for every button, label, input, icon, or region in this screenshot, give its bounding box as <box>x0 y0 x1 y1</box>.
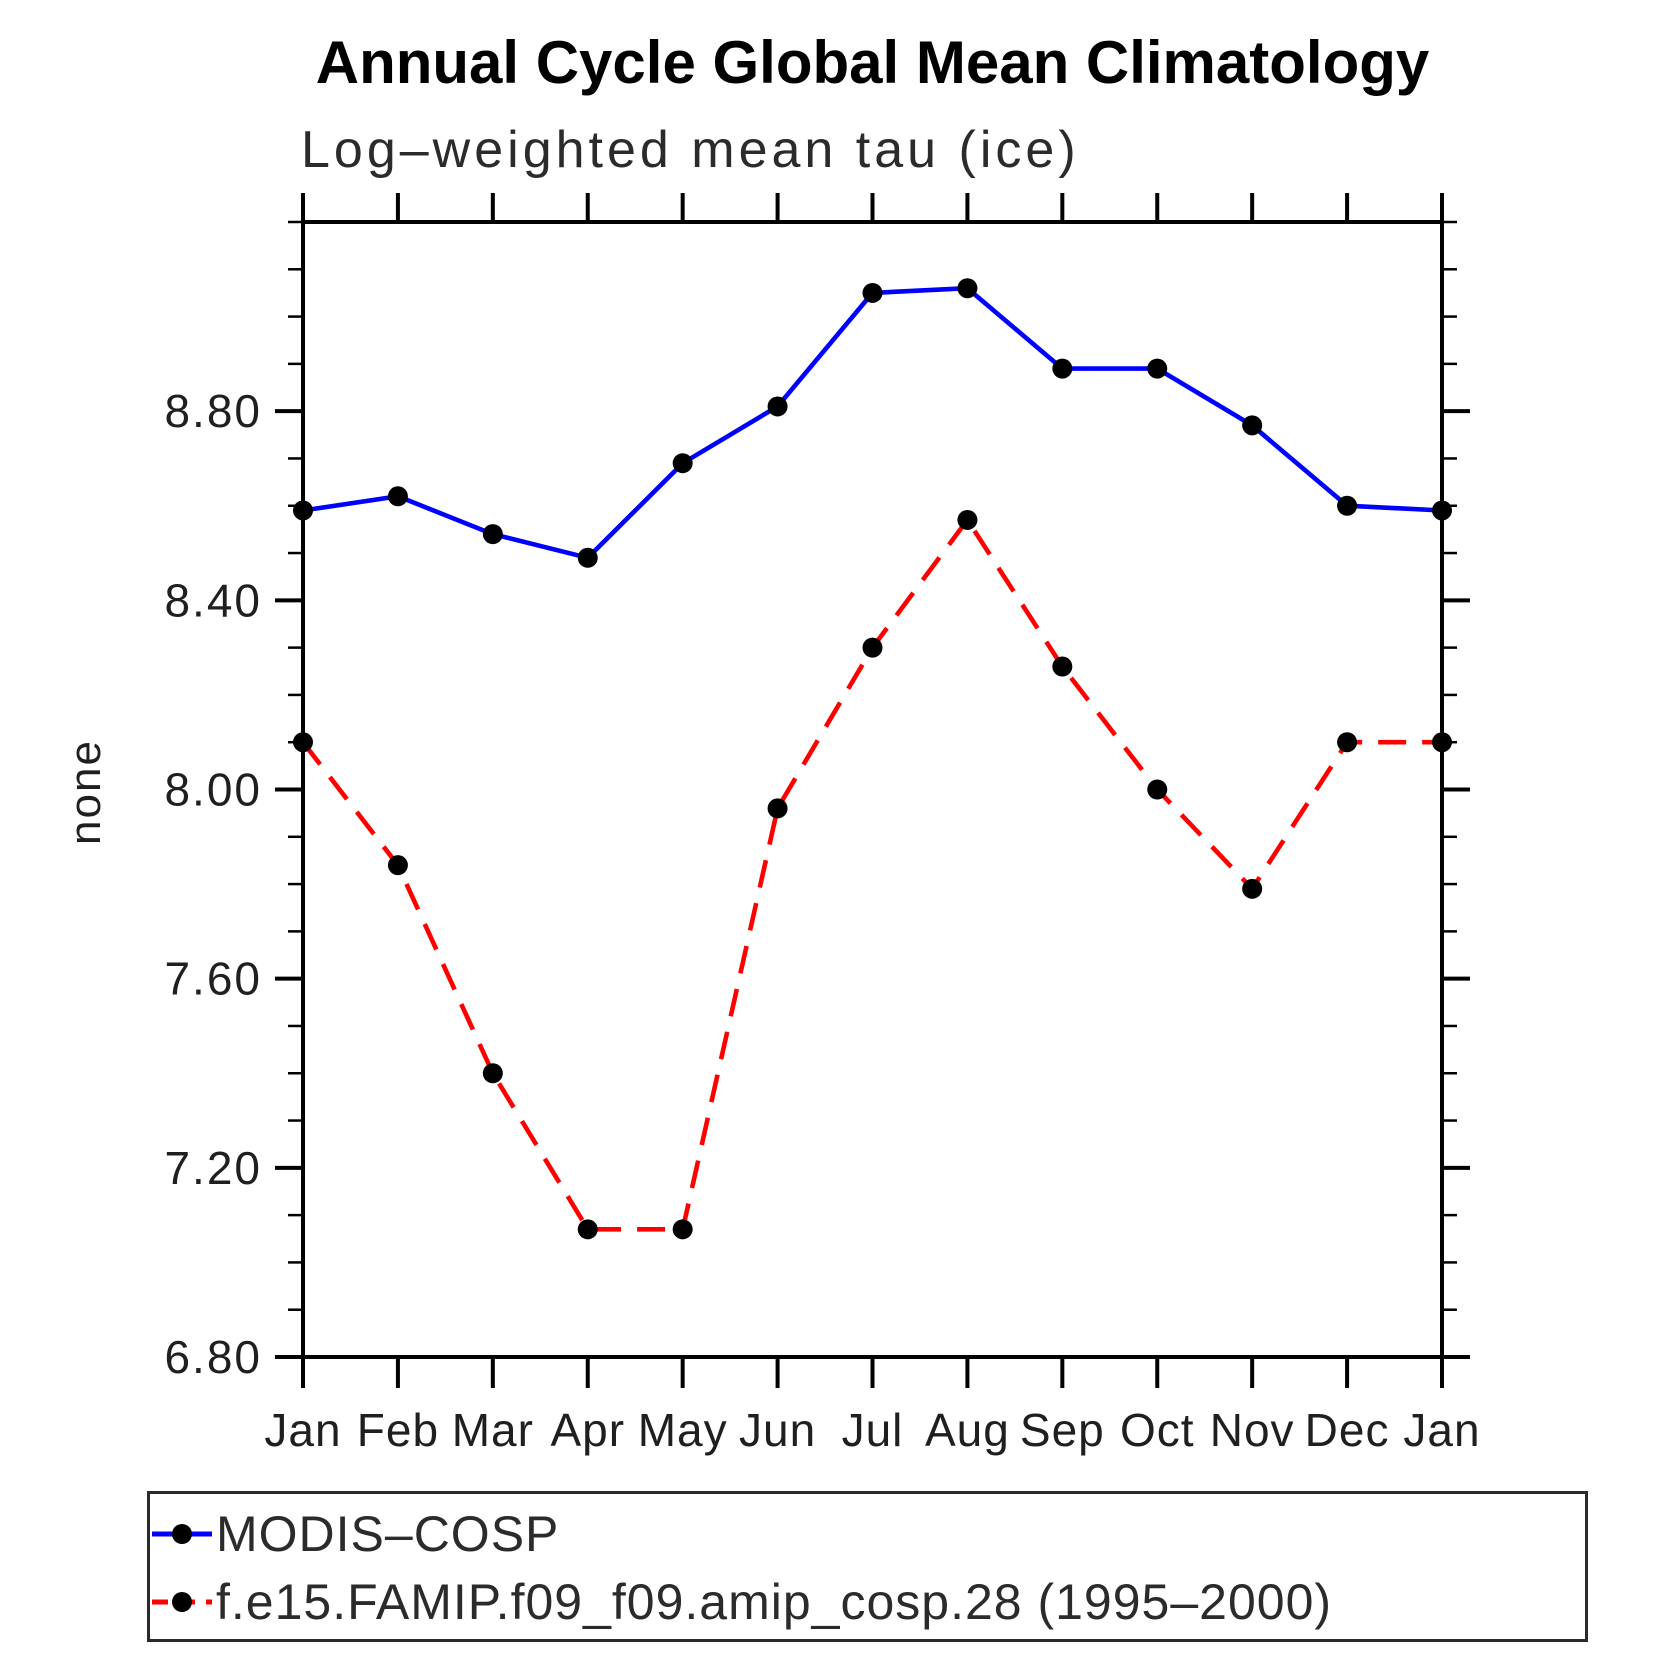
x-tick-label: Jul <box>842 1404 904 1456</box>
data-point-marker <box>767 396 788 417</box>
legend-marker-icon <box>172 1524 192 1544</box>
x-tick-label: Aug <box>925 1404 1010 1456</box>
data-point-marker <box>957 509 978 530</box>
data-point-marker <box>1147 779 1168 800</box>
data-point-marker <box>1337 495 1358 516</box>
data-point-marker <box>1242 415 1263 436</box>
data-point-marker <box>672 1219 693 1240</box>
y-tick-label: 6.80 <box>164 1331 262 1383</box>
data-point-marker <box>482 1063 503 1084</box>
legend-label-modis-cosp: MODIS–COSP <box>216 1506 560 1562</box>
data-point-marker <box>293 500 313 521</box>
legend-marker-icon <box>172 1592 192 1612</box>
data-point-marker <box>577 547 598 568</box>
data-point-marker <box>767 798 788 819</box>
chart-title: Annual Cycle Global Mean Climatology <box>315 29 1430 96</box>
data-point-marker <box>862 637 883 658</box>
x-tick-label: Mar <box>452 1404 534 1456</box>
data-point-marker <box>1242 878 1263 899</box>
legend-label-model-run: f.e15.FAMIP.f09_f09.amip_cosp.28 (1995–2… <box>216 1574 1333 1630</box>
data-point-marker <box>1052 358 1073 379</box>
y-tick-label: 7.20 <box>164 1142 262 1194</box>
x-tick-label: Jun <box>739 1404 816 1456</box>
data-point-marker <box>1432 732 1452 753</box>
data-point-marker <box>862 282 883 303</box>
series-line-modis-cosp <box>302 285 1443 561</box>
data-point-marker <box>1147 358 1168 379</box>
series-line-model-run <box>301 517 1442 1232</box>
data-point-marker <box>957 278 978 299</box>
y-tick-label: 7.60 <box>164 953 262 1005</box>
x-tick-label: Apr <box>550 1404 625 1456</box>
x-tick-label: May <box>638 1404 728 1456</box>
data-point-marker <box>387 855 408 876</box>
x-tick-label: Jan <box>264 1404 341 1456</box>
chart-subtitle: Log–weighted mean tau (ice) <box>301 121 1080 179</box>
legend-item-modis-cosp: MODIS–COSP <box>150 1506 559 1562</box>
data-point-marker <box>482 524 503 545</box>
x-tick-label: Dec <box>1305 1404 1390 1456</box>
legend-box: MODIS–COSP f.e15.FAMIP.f09_f09.amip_cosp… <box>147 1491 1588 1642</box>
legend-item-model-run: f.e15.FAMIP.f09_f09.amip_cosp.28 (1995–2… <box>150 1574 1332 1630</box>
x-tick-label: Sep <box>1020 1404 1105 1456</box>
data-point-marker <box>1337 732 1358 753</box>
x-tick-label: Oct <box>1120 1404 1195 1456</box>
data-point-marker <box>387 486 408 507</box>
x-tick-label: Feb <box>357 1404 439 1456</box>
data-point-marker <box>1432 500 1452 521</box>
y-tick-label: 8.00 <box>164 764 262 816</box>
plot-frame <box>301 220 1444 1359</box>
data-point-marker <box>1052 656 1073 677</box>
x-tick-label: Jan <box>1403 1404 1480 1456</box>
data-point-marker <box>577 1219 598 1240</box>
data-point-marker <box>293 732 313 753</box>
data-point-marker <box>672 453 693 474</box>
legend-line-sample-dashed <box>152 1592 212 1612</box>
y-axis-label: none <box>61 739 110 845</box>
y-tick-label: 8.40 <box>164 574 262 626</box>
y-tick-label: 8.80 <box>164 385 262 437</box>
legend-line-sample-solid <box>152 1524 212 1544</box>
x-tick-label: Nov <box>1210 1404 1295 1456</box>
